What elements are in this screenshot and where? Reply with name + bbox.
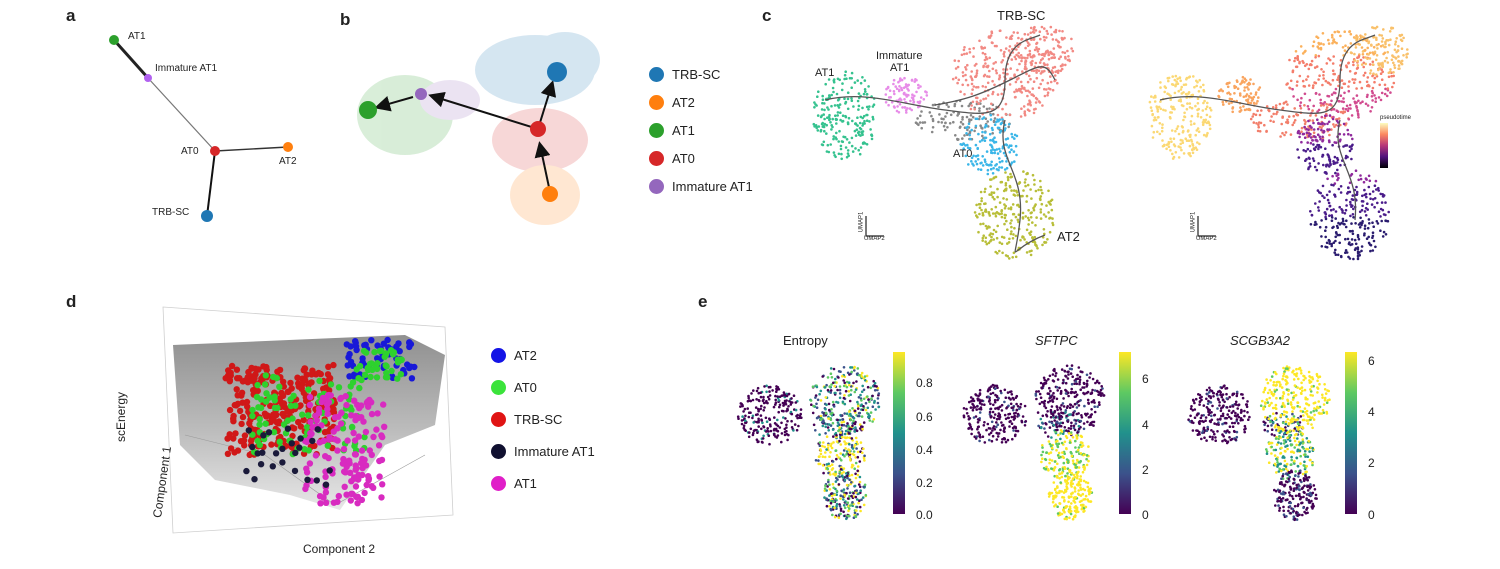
legend-label: TRB-SC bbox=[514, 411, 563, 427]
panel-b-legend: TRB-SC AT2 AT1 AT0 Immature AT1 bbox=[649, 60, 753, 200]
legend-dot bbox=[491, 347, 506, 363]
tick-scgb3a2-0: 0 bbox=[1368, 508, 1375, 522]
legend-item: Immature AT1 bbox=[491, 435, 595, 467]
legend-item: AT0 bbox=[491, 371, 595, 403]
panel-label-b: b bbox=[340, 10, 351, 29]
umap-axis-arrows bbox=[865, 216, 884, 237]
legend-item: TRB-SC bbox=[649, 60, 753, 88]
legend-dot bbox=[649, 150, 664, 166]
tick-entropy-0.0: 0.0 bbox=[916, 508, 933, 522]
legend-label: AT2 bbox=[672, 94, 695, 110]
legend-label: Immature AT1 bbox=[514, 443, 595, 459]
panel-label-e: e bbox=[698, 292, 708, 311]
label-trb-sc: TRB-SC bbox=[152, 207, 190, 218]
legend-label: Immature AT1 bbox=[672, 178, 753, 194]
tick-entropy-0.8: 0.8 bbox=[916, 376, 933, 390]
e-umap-sftpc bbox=[962, 364, 1106, 521]
e-umap-entropy bbox=[736, 365, 881, 521]
umap-axis-arrows-right bbox=[1197, 216, 1216, 237]
label-immature-at1: Immature AT1 bbox=[155, 63, 218, 74]
panel-d-legend: AT2 AT0 TRB-SC Immature AT1 AT1 bbox=[491, 339, 595, 499]
panel-c-umap-clusters bbox=[812, 25, 1075, 260]
tick-sftpc-6: 6 bbox=[1142, 372, 1149, 386]
node-b-trb-sc bbox=[547, 62, 567, 82]
umap-axis-label-2-right: UMAP2 bbox=[1196, 236, 1217, 242]
pseudotime-label: pseudotime bbox=[1380, 115, 1412, 121]
e-colorbar-sftpc bbox=[1119, 352, 1131, 514]
legend-dot bbox=[491, 379, 506, 395]
legend-item: TRB-SC bbox=[491, 403, 595, 435]
tick-scgb3a2-2: 2 bbox=[1368, 456, 1375, 470]
cluster-label-at0: AT0 bbox=[953, 148, 973, 160]
pseudotime-colorbar bbox=[1380, 123, 1388, 168]
panel-label-a: a bbox=[66, 6, 76, 25]
cluster-label-at2: AT2 bbox=[1057, 229, 1080, 244]
legend-label: AT0 bbox=[514, 379, 537, 395]
tick-sftpc-2: 2 bbox=[1142, 463, 1149, 477]
panel-label-d: d bbox=[66, 292, 77, 311]
cluster-label-immature: Immature bbox=[876, 50, 923, 62]
tick-sftpc-0: 0 bbox=[1142, 508, 1149, 522]
legend-item: AT1 bbox=[649, 116, 753, 144]
node-immature-at1 bbox=[144, 74, 152, 82]
legend-item: AT2 bbox=[649, 88, 753, 116]
legend-label: AT1 bbox=[514, 475, 537, 491]
label-at0: AT0 bbox=[181, 146, 199, 157]
legend-dot bbox=[491, 475, 506, 491]
tick-entropy-0.6: 0.6 bbox=[916, 410, 933, 424]
legend-label: TRB-SC bbox=[672, 66, 721, 82]
e-title-scgb3a2: SCGB3A2 bbox=[1230, 333, 1290, 348]
node-b-at1 bbox=[359, 101, 377, 119]
tick-scgb3a2-4: 4 bbox=[1368, 405, 1375, 419]
legend-item: AT2 bbox=[491, 339, 595, 371]
node-b-immature-at1 bbox=[415, 88, 427, 100]
legend-dot bbox=[649, 66, 664, 82]
tick-scgb3a2-6: 6 bbox=[1368, 354, 1375, 368]
node-b-at2 bbox=[542, 186, 558, 202]
panel-label-c: c bbox=[762, 6, 772, 25]
legend-dot bbox=[649, 122, 664, 138]
axis-scenergy: scEnergy bbox=[114, 391, 129, 443]
legend-dot bbox=[649, 178, 664, 194]
panel-c-title: TRB-SC bbox=[997, 8, 1046, 23]
panel-c-umap-pseudotime bbox=[1148, 25, 1409, 261]
axis-component-2: Component 2 bbox=[303, 542, 376, 556]
e-colorbar-entropy bbox=[893, 352, 905, 514]
cluster-label-at1: AT1 bbox=[815, 67, 835, 79]
legend-dot bbox=[491, 411, 506, 427]
panel-d-landscape bbox=[162, 306, 454, 534]
tick-sftpc-4: 4 bbox=[1142, 418, 1149, 432]
umap-axis-label-2: UMAP2 bbox=[864, 236, 885, 242]
e-title-entropy: Entropy bbox=[783, 333, 828, 348]
node-b-at0 bbox=[530, 121, 546, 137]
panel-b-graph bbox=[357, 32, 600, 225]
node-trb-sc bbox=[201, 210, 213, 222]
cluster-label-immature-at1: AT1 bbox=[890, 62, 910, 74]
e-title-sftpc: SFTPC bbox=[1035, 333, 1078, 348]
legend-dot bbox=[649, 94, 664, 110]
legend-label: AT0 bbox=[672, 150, 695, 166]
label-at2: AT2 bbox=[279, 156, 297, 167]
e-umap-scgb3a2 bbox=[1187, 365, 1331, 522]
legend-label: AT2 bbox=[514, 347, 537, 363]
label-at1: AT1 bbox=[128, 31, 146, 42]
e-colorbar-scgb3a2 bbox=[1345, 352, 1357, 514]
node-at2 bbox=[283, 142, 293, 152]
legend-item: AT1 bbox=[491, 467, 595, 499]
legend-label: AT1 bbox=[672, 122, 695, 138]
legend-item: AT0 bbox=[649, 144, 753, 172]
tick-entropy-0.4: 0.4 bbox=[916, 443, 933, 457]
legend-item: Immature AT1 bbox=[649, 172, 753, 200]
panel-a-tree bbox=[109, 35, 293, 222]
node-at1 bbox=[109, 35, 119, 45]
legend-dot bbox=[491, 443, 506, 459]
tick-entropy-0.2: 0.2 bbox=[916, 476, 933, 490]
node-at0 bbox=[210, 146, 220, 156]
